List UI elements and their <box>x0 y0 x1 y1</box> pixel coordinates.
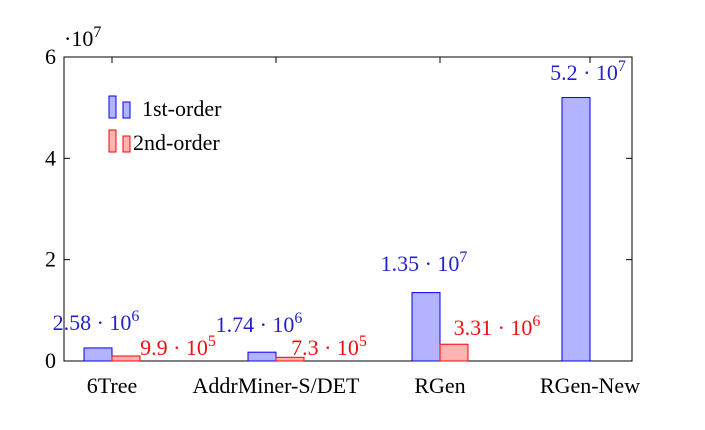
bars <box>83 97 591 362</box>
plot-frame <box>63 56 633 362</box>
bar-2nd-order <box>111 355 141 362</box>
data-label-1st-order: 2.58 · 106 <box>53 308 140 335</box>
y-tick-label: 4 <box>45 145 56 170</box>
bar-1st-order <box>561 97 591 362</box>
y-tick-label: 6 <box>45 44 56 69</box>
bar-1st-order <box>247 351 277 362</box>
bar-2nd-order <box>275 356 305 362</box>
bar-1st-order <box>411 292 441 362</box>
data-label-2nd-order: 7.3 · 105 <box>291 333 367 360</box>
data-label-2nd-order: 9.9 · 105 <box>140 333 216 360</box>
data-label-1st-order: 1.35 · 107 <box>381 249 468 276</box>
x-category-label: AddrMiner-S/DET <box>193 373 361 398</box>
legend-label-1st-order: 1st-order <box>142 96 222 121</box>
legend-label-2nd-order: 2nd-order <box>133 130 220 155</box>
data-label-1st-order: 1.74 · 106 <box>216 310 303 337</box>
data-label-2nd-order: 3.31 · 106 <box>454 313 541 340</box>
axes: 0 2 4 6 ·107 6Tree AddrMiner-S/DET RGen RGen-New <box>45 24 640 398</box>
legend-swatch-1st-order-small <box>122 101 131 119</box>
bar-2nd-order <box>439 343 469 362</box>
x-category-label: 6Tree <box>87 373 138 398</box>
legend-swatch-2nd-order-small <box>122 135 131 153</box>
legend-swatch-1st-order <box>108 95 117 119</box>
y-tick-label: 2 <box>45 247 56 272</box>
x-category-label: RGen-New <box>540 373 640 398</box>
data-label-1st-order: 5.2 · 107 <box>550 58 626 85</box>
y-multiplier-label: ·107 <box>64 24 101 51</box>
legend: 1st-order 2nd-order <box>108 95 222 155</box>
bar-1st-order <box>83 347 113 362</box>
legend-swatch-2nd-order <box>108 129 117 153</box>
y-tick-label: 0 <box>45 348 56 373</box>
x-category-label: RGen <box>414 373 465 398</box>
